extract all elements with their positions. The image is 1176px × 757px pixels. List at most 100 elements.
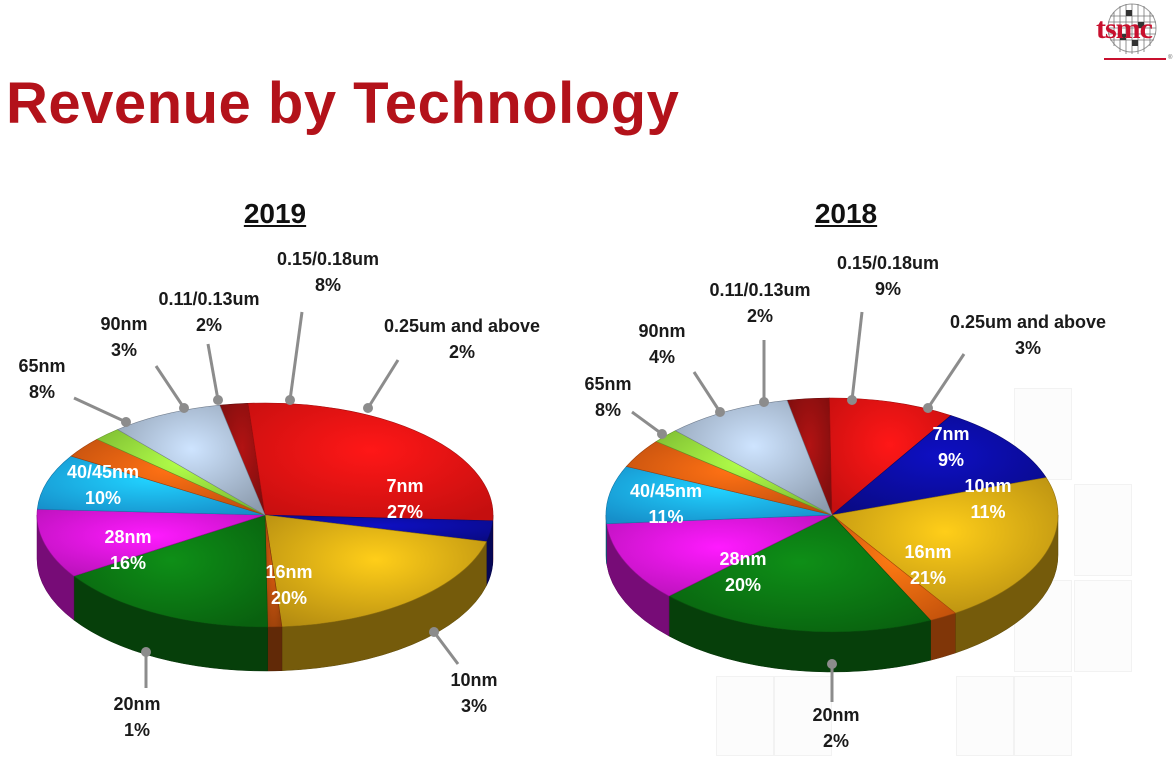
slice-value-28nm: 20%: [725, 575, 761, 595]
slice-value-65nm: 8%: [29, 382, 55, 402]
pie-side-walls: [605, 514, 1059, 673]
slice-label-0-11-0-13um: 0.11/0.13um: [158, 289, 259, 309]
slice-label-7nm: 7nm: [932, 424, 969, 444]
pie-slice-65nm: [605, 466, 833, 524]
slice-label-7nm: 7nm: [386, 476, 423, 496]
background-tile: [716, 676, 774, 756]
background-tile: [1014, 676, 1072, 756]
leader-dot-90nm: [179, 403, 189, 413]
background-tile: [774, 676, 832, 756]
pie-slice-10nm: [830, 415, 1047, 516]
leader-line-90nm: [692, 371, 722, 413]
logo-registered-mark: ®: [1168, 55, 1173, 61]
leader-dot-0-25um-and-above: [363, 403, 373, 413]
slice-value-28nm: 16%: [110, 553, 146, 573]
leader-line-65nm: [73, 396, 127, 424]
slice-label-16nm: 16nm: [265, 562, 312, 582]
slice-value-0-11-0-13um: 2%: [747, 306, 773, 326]
slice-label-10nm: 10nm: [964, 476, 1011, 496]
slice-label-16nm: 16nm: [904, 542, 951, 562]
slice-label-0-15-0-18um: 0.15/0.18um: [837, 253, 939, 273]
slice-label-20nm: 20nm: [812, 705, 859, 725]
slice-value-0-15-0-18um: 9%: [875, 279, 901, 299]
chart-title-2018: 2018: [814, 198, 878, 229]
slice-label-0-15-0-18um: 0.15/0.18um: [277, 249, 379, 269]
pie-slice-28nm: [73, 514, 268, 628]
logo-grid-icon: [1107, 3, 1157, 54]
logo-wordmark: tsmc: [1096, 12, 1153, 45]
slice-value-16nm: 20%: [271, 588, 307, 608]
pie-slice-40-45nm: [36, 508, 266, 577]
slice-value-7nm: 27%: [387, 502, 423, 522]
page-title: Revenue by Technology: [6, 71, 680, 136]
leader-dot-0-15-0-18um: [847, 395, 857, 405]
leader-line-0-15-0-18um: [850, 311, 864, 401]
slice-label-28nm: 28nm: [104, 527, 151, 547]
leader-line-90nm: [154, 365, 186, 409]
tsmc-logo: [1092, 0, 1176, 64]
leader-dot-10nm: [429, 627, 439, 637]
pie-slice-0-15-0-18um: [116, 404, 266, 516]
leader-dot-20nm: [827, 659, 837, 669]
leader-line-0-11-0-13um: [206, 343, 220, 401]
background-tile: [956, 676, 1014, 756]
slice-value-90nm: 3%: [111, 340, 137, 360]
slice-label-90nm: 90nm: [638, 321, 685, 341]
slice-label-90nm: 90nm: [100, 314, 147, 334]
slice-label-40-45nm: 40/45nm: [67, 462, 139, 482]
slice-value-65nm: 8%: [595, 400, 621, 420]
leader-line-0-15-0-18um: [288, 311, 304, 401]
pie-side-20nm: [267, 626, 283, 672]
leader-dot-20nm: [141, 647, 151, 657]
slice-label-65nm: 65nm: [584, 374, 631, 394]
leader-dot-0-15-0-18um: [285, 395, 295, 405]
slice-label-10nm: 10nm: [450, 670, 497, 690]
background-tile: [1074, 580, 1132, 672]
pie-slice-7nm: [247, 402, 494, 522]
slice-value-0-25um-and-above: 2%: [449, 342, 475, 362]
background-tile: [1074, 484, 1132, 576]
leader-dot-65nm: [657, 429, 667, 439]
logo-underline: [1104, 58, 1166, 60]
slice-value-0-25um-and-above: 3%: [1015, 338, 1041, 358]
leader-dot-0-25um-and-above: [923, 403, 933, 413]
slice-value-20nm: 1%: [124, 720, 150, 740]
slice-value-16nm: 21%: [910, 568, 946, 588]
slice-value-10nm: 11%: [970, 502, 1005, 522]
slice-value-0-11-0-13um: 2%: [196, 315, 222, 335]
leader-line-10nm: [432, 631, 460, 665]
leader-dot-0-11-0-13um: [759, 397, 769, 407]
chart-title-2019: 2019: [243, 198, 307, 229]
pie-slice-65nm: [36, 455, 266, 516]
slice-label-28nm: 28nm: [719, 549, 766, 569]
slice-label-20nm: 20nm: [113, 694, 160, 714]
slice-label-0-25um-and-above: 0.25um and above: [950, 312, 1106, 332]
pie-chart-2018: 0.25um and above3%7nm9%10nm11%16nm21%20n…: [584, 253, 1106, 751]
slice-value-40-45nm: 10%: [85, 488, 121, 508]
leader-line-65nm: [631, 410, 663, 436]
pie-slice-0-15-0-18um: [674, 400, 833, 516]
slice-label-65nm: 65nm: [18, 356, 65, 376]
pie-slice-16nm: [264, 514, 487, 628]
pie-side-20nm: [930, 612, 956, 661]
slice-value-20nm: 2%: [823, 731, 849, 751]
leader-line-0-25um-and-above: [366, 359, 400, 409]
slice-label-0-25um-and-above: 0.25um and above: [384, 316, 540, 336]
pie-slice-40-45nm: [606, 514, 833, 597]
slice-value-10nm: 3%: [461, 696, 487, 716]
leader-dot-65nm: [121, 417, 131, 427]
slice-label-0-11-0-13um: 0.11/0.13um: [709, 280, 810, 300]
pie-chart-2019: 0.25um and above 2% 7nm 27% 10nm 3% 16nm 20% 20n…: [18, 249, 540, 740]
leader-dot-90nm: [715, 407, 725, 417]
slice-value-0-15-0-18um: 8%: [315, 275, 341, 295]
pie-side-walls: [36, 514, 494, 672]
slice-value-40-45nm: 11%: [648, 507, 683, 527]
slice-label-40-45nm: 40/45nm: [630, 481, 702, 501]
leader-dot-0-11-0-13um: [213, 395, 223, 405]
pie-slice-28nm: [668, 514, 932, 633]
leader-line-0-25um-and-above: [926, 353, 966, 409]
slice-value-90nm: 4%: [649, 347, 675, 367]
pie-slice-7nm: [829, 397, 952, 516]
slice-value-7nm: 9%: [938, 450, 964, 470]
